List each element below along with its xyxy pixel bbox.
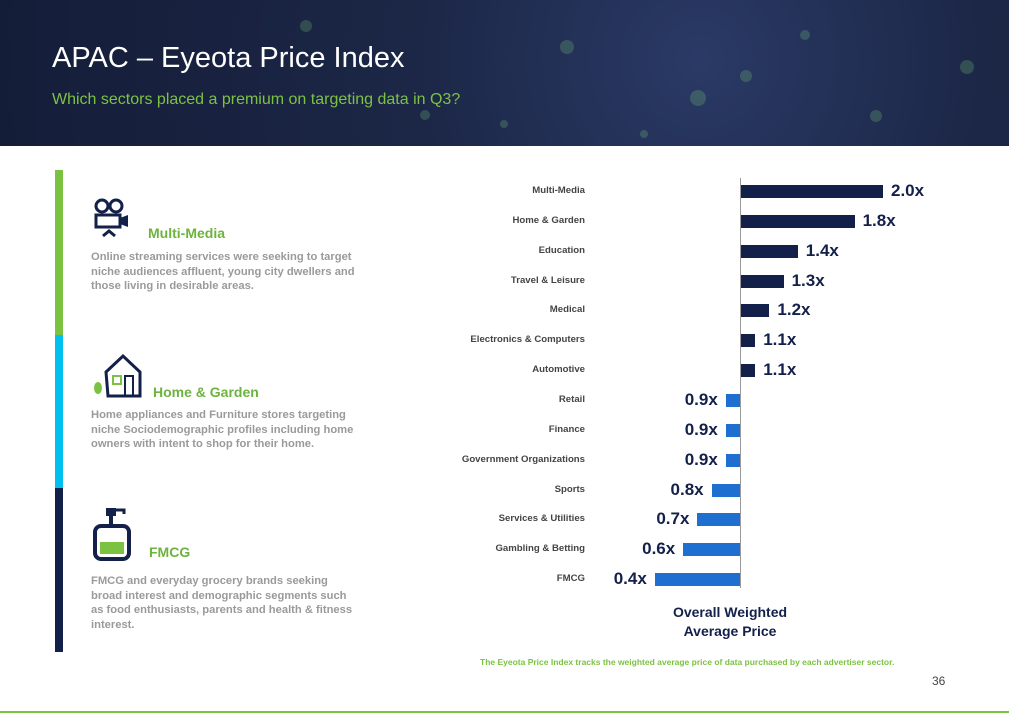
data-label: 1.4x: [805, 240, 839, 260]
section-desc-multimedia: Online streaming services were seeking t…: [91, 251, 355, 292]
category-label: Home & Garden: [512, 214, 585, 226]
data-label: 0.9x: [684, 449, 718, 469]
bar: [741, 185, 883, 198]
section-desc-home-garden: Home appliances and Furniture stores tar…: [91, 409, 354, 450]
network-dot: [560, 40, 574, 54]
bar: [741, 364, 756, 378]
data-label: 2.0x: [891, 181, 925, 200]
film-camera-icon: [94, 198, 128, 238]
category-label: FMCG: [556, 573, 585, 585]
house-icon: [94, 353, 142, 398]
bar: [741, 304, 770, 318]
category-label: Medical: [549, 304, 585, 316]
section-title-fmcg: FMCG: [149, 544, 191, 560]
soap-bottle-icon: [93, 508, 131, 561]
network-dot: [300, 20, 312, 32]
data-label: 0.6x: [642, 539, 676, 559]
bar: [683, 543, 740, 557]
category-label: Education: [538, 244, 585, 256]
header-banner: APAC – Eyeota Price Index Which sectors …: [0, 0, 1009, 146]
section-title-multimedia: Multi-Media: [148, 225, 225, 241]
data-label: 0.9x: [684, 389, 718, 409]
page-title: APAC – Eyeota Price Index: [52, 42, 405, 74]
category-label: Multi-Media: [532, 185, 585, 196]
chart-axis-baseline: [740, 178, 741, 588]
network-dot: [800, 30, 810, 40]
category-label: Automotive: [532, 364, 585, 376]
bar: [741, 244, 798, 258]
network-dot: [690, 90, 706, 106]
network-dot: [500, 120, 508, 128]
network-dot: [960, 60, 974, 74]
data-label: 0.4x: [613, 569, 647, 589]
page-subtitle: Which sectors placed a premium on target…: [52, 91, 461, 108]
data-label: 1.8x: [862, 210, 896, 230]
bar: [711, 483, 740, 497]
section-desc-fmcg: FMCG and everyday grocery brands seeking…: [91, 575, 353, 631]
bar: [741, 334, 756, 348]
bar: [741, 214, 855, 228]
chart-x-label: Overall Weighted Average Price: [672, 604, 788, 639]
category-label: Services & Utilities: [498, 513, 585, 525]
page-number: 36: [932, 674, 946, 688]
bottom-rule: [0, 711, 1009, 713]
network-dot: [640, 130, 648, 138]
category-label: Government Organizations: [461, 453, 585, 465]
category-label: Gambling & Betting: [495, 543, 585, 555]
bar: [725, 393, 740, 407]
data-label: 1.3x: [791, 270, 825, 290]
category-label: Electronics & Computers: [470, 334, 585, 346]
data-label: 1.1x: [763, 360, 797, 380]
category-label: Retail: [558, 393, 585, 405]
bar: [725, 453, 740, 467]
data-label: 0.8x: [670, 479, 704, 499]
category-label: Travel & Leisure: [510, 274, 585, 286]
section-bar-fmcg: [55, 488, 63, 652]
category-label: Sports: [554, 483, 585, 495]
category-label: Finance: [548, 423, 585, 435]
section-bar-multimedia: [55, 170, 63, 335]
data-label: 1.1x: [763, 330, 797, 350]
network-dot: [870, 110, 882, 122]
network-dot: [420, 110, 430, 120]
data-label: 0.9x: [684, 419, 718, 439]
network-dot: [740, 70, 752, 82]
data-label: 1.2x: [777, 300, 811, 320]
bar: [654, 573, 740, 587]
bar: [697, 513, 740, 527]
section-title-home-garden: Home & Garden: [153, 384, 259, 400]
footer-note: The Eyeota Price Index tracks the weight…: [480, 657, 895, 667]
section-bar-home-garden: [55, 335, 63, 488]
data-label: 0.7x: [656, 509, 690, 529]
bar: [741, 274, 784, 288]
bar: [725, 423, 740, 437]
